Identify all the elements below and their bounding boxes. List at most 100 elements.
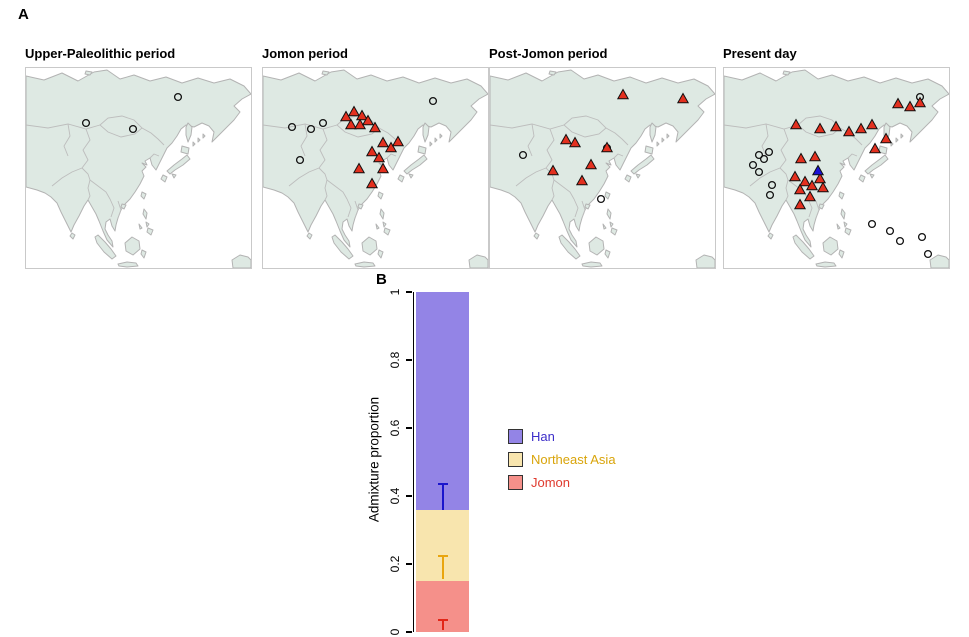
red-triangle-marker <box>376 162 390 174</box>
y-axis-tick-label: 1 <box>388 288 402 296</box>
red-triangle-marker <box>842 125 856 137</box>
panel-b-label: B <box>376 271 387 288</box>
y-axis-tick-label: 0.6 <box>388 419 402 437</box>
site-markers <box>518 88 690 204</box>
chart-legend: Han Northeast Asia Jomon <box>508 428 616 498</box>
map-title-post-jomon: Post-Jomon period <box>489 46 608 61</box>
legend-item-han: Han <box>508 428 616 444</box>
country-borders <box>26 115 165 219</box>
map-panel-post-jomon: Post-Jomon period <box>489 44 716 269</box>
red-triangle-marker <box>816 181 830 193</box>
site-circle-marker <box>867 219 877 229</box>
site-circle-marker <box>748 160 758 170</box>
red-triangle-marker <box>559 133 573 145</box>
site-circle-marker <box>764 147 774 157</box>
red-triangle-marker <box>803 190 817 202</box>
error-bar-northeast-asia <box>441 555 444 580</box>
admixture-bar-plot: 0 0.2 0.4 0.6 0.8 1 <box>388 289 472 635</box>
site-circle-marker <box>759 154 769 164</box>
y-axis-tick-label: 0 <box>388 628 402 636</box>
legend-item-northeast-asia: Northeast Asia <box>508 451 616 467</box>
y-axis-tick-label: 0.8 <box>388 351 402 369</box>
legend-label-han: Han <box>531 428 555 444</box>
legend-label-northeast-asia: Northeast Asia <box>531 451 616 467</box>
site-circle-marker <box>428 96 438 106</box>
error-bar-jomon <box>441 620 444 631</box>
red-triangle-marker <box>372 151 386 163</box>
site-markers <box>287 96 438 189</box>
y-axis-tick-label: 0.4 <box>388 487 402 505</box>
site-circle-marker <box>318 118 328 128</box>
red-triangle-marker <box>903 100 917 112</box>
map-title-present-day: Present day <box>723 46 797 61</box>
site-circle-marker <box>754 150 764 160</box>
red-triangle-marker <box>794 152 808 164</box>
site-circle-marker <box>518 150 528 160</box>
site-markers <box>81 92 183 134</box>
y-axis-tick <box>406 563 412 565</box>
red-triangle-marker <box>789 118 803 130</box>
map-title-jomon: Jomon period <box>262 46 348 61</box>
site-circle-marker <box>885 226 895 236</box>
site-circle-marker <box>287 122 297 132</box>
red-triangle-marker <box>355 109 369 121</box>
red-triangle-marker <box>788 170 802 182</box>
blue-triangle-marker <box>811 164 825 176</box>
red-triangle-marker <box>376 136 390 148</box>
y-axis-tick <box>406 495 412 497</box>
error-bar-cap-jomon <box>437 619 448 622</box>
red-triangle-marker <box>868 142 882 154</box>
red-triangle-marker <box>913 96 927 108</box>
y-axis-tick <box>406 427 412 429</box>
site-circle-marker <box>81 118 91 128</box>
map-panel-upper-paleolithic: Upper-Paleolithic period <box>25 44 252 269</box>
site-circle-marker <box>754 167 764 177</box>
red-triangle-marker <box>616 88 630 100</box>
y-axis-tick <box>406 631 412 633</box>
asia-landmass <box>490 69 715 268</box>
red-triangle-marker <box>813 122 827 134</box>
country-borders <box>490 115 629 219</box>
site-circle-marker <box>128 124 138 134</box>
red-triangle-marker <box>365 145 379 157</box>
bar-segment-han <box>416 292 469 510</box>
red-triangle-marker <box>793 198 807 210</box>
han-swatch <box>508 428 523 444</box>
red-triangle-marker <box>600 141 614 153</box>
asia-landmass <box>26 69 251 268</box>
red-triangle-marker <box>854 122 868 134</box>
map-title-upper-paleolithic: Upper-Paleolithic period <box>25 46 176 61</box>
y-axis-tick <box>406 291 412 293</box>
site-circle-marker <box>295 155 305 165</box>
red-triangle-marker <box>384 141 398 153</box>
red-triangle-marker <box>368 121 382 133</box>
red-triangle-marker <box>813 172 827 184</box>
site-circle-marker <box>765 190 775 200</box>
red-triangle-marker <box>793 183 807 195</box>
red-triangle-marker <box>391 135 405 147</box>
northeast-asia-swatch <box>508 451 523 467</box>
site-circle-marker <box>306 124 316 134</box>
red-triangle-marker <box>829 120 843 132</box>
red-triangle-marker <box>879 132 893 144</box>
red-triangle-marker <box>891 97 905 109</box>
y-axis-tick-label: 0.2 <box>388 555 402 573</box>
red-triangle-marker <box>798 175 812 187</box>
y-axis-tick <box>406 359 412 361</box>
site-circle-marker <box>767 180 777 190</box>
site-circle-marker <box>917 232 927 242</box>
legend-item-jomon: Jomon <box>508 474 616 490</box>
red-triangle-marker <box>361 114 375 126</box>
error-bar-han <box>441 484 444 510</box>
red-triangle-marker <box>805 179 819 191</box>
jomon-swatch <box>508 474 523 490</box>
red-triangle-marker <box>584 158 598 170</box>
asia-map-jomon <box>262 67 489 269</box>
panel-a-label: A <box>18 6 29 23</box>
site-circle-marker <box>173 92 183 102</box>
red-triangle-marker <box>365 177 379 189</box>
asia-landmass <box>724 69 949 268</box>
asia-map-upper-paleolithic <box>25 67 252 269</box>
site-markers <box>748 92 933 259</box>
